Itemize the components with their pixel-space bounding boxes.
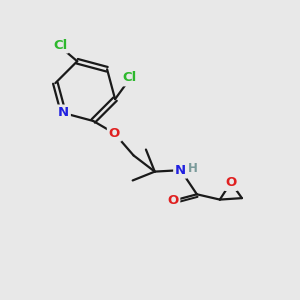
Text: Cl: Cl — [123, 71, 137, 84]
Text: O: O — [167, 194, 178, 207]
Text: O: O — [109, 127, 120, 140]
Text: H: H — [188, 162, 198, 175]
Text: Cl: Cl — [53, 39, 67, 52]
Text: O: O — [225, 176, 236, 189]
Text: N: N — [58, 106, 69, 119]
Text: N: N — [175, 164, 186, 177]
